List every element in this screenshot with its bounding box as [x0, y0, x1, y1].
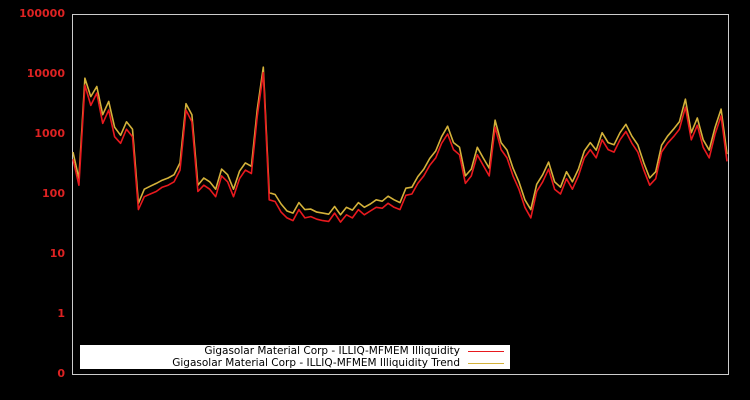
legend-label: Gigasolar Material Corp - ILLIQ-MFMEM Il…: [204, 345, 460, 357]
y-tick-label: 1: [57, 307, 65, 320]
legend-item-illiquidity: Gigasolar Material Corp - ILLIQ-MFMEM Il…: [204, 345, 504, 357]
y-tick-label: 1000: [34, 127, 65, 140]
chart-legend: Gigasolar Material Corp - ILLIQ-MFMEM Il…: [80, 345, 510, 369]
plot-frame: [72, 14, 729, 375]
y-tick-label: 10000: [26, 67, 65, 80]
y-tick-label: 0: [57, 367, 65, 380]
legend-swatch-gold: [468, 362, 504, 364]
series-line-illiquidity: [72, 71, 728, 223]
y-tick-label: 10: [49, 247, 65, 260]
y-tick-label: 100000: [19, 7, 65, 20]
legend-swatch-red: [468, 350, 504, 352]
y-tick-label: 100: [42, 187, 65, 200]
legend-label: Gigasolar Material Corp - ILLIQ-MFMEM Il…: [172, 357, 460, 369]
series-line-illiquidity-trend: [72, 66, 728, 216]
legend-item-illiquidity-trend: Gigasolar Material Corp - ILLIQ-MFMEM Il…: [172, 357, 504, 369]
